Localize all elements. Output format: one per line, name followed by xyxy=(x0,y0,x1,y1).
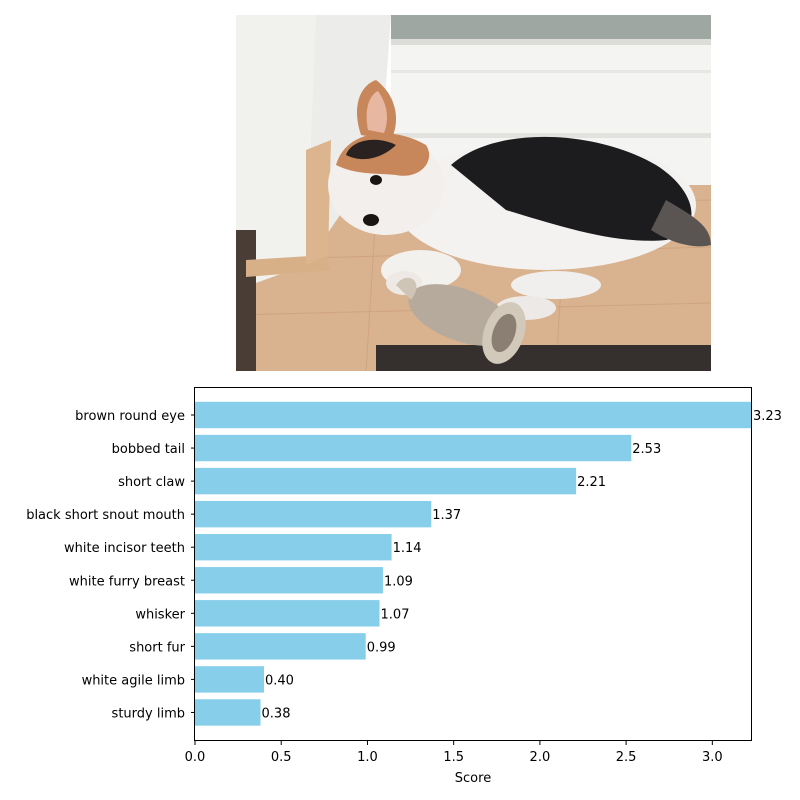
y-tick-label: sturdy limb xyxy=(112,706,185,721)
bar xyxy=(195,633,366,660)
x-tick-label: 2.0 xyxy=(530,750,551,765)
x-tick-label: 0.0 xyxy=(185,750,206,765)
bar xyxy=(195,567,383,594)
y-tick-label: bobbed tail xyxy=(112,442,185,457)
bar xyxy=(195,699,261,726)
plot-frame xyxy=(194,387,752,741)
x-tick-label: 3.0 xyxy=(702,750,723,765)
x-tick-label: 0.5 xyxy=(271,750,292,765)
bar xyxy=(195,467,577,495)
data-label: 1.07 xyxy=(381,607,410,622)
data-label: 0.38 xyxy=(262,706,291,721)
puppy-photo xyxy=(236,15,711,371)
bar xyxy=(195,666,264,693)
x-tick-label: 2.5 xyxy=(616,750,637,765)
bar xyxy=(195,401,752,429)
bar xyxy=(195,534,392,561)
bar xyxy=(195,600,380,627)
y-tick-label: white furry breast xyxy=(69,574,185,589)
y-tick-label: whisker xyxy=(135,607,185,622)
y-tick-label: white agile limb xyxy=(82,673,185,688)
bar xyxy=(195,500,432,528)
y-tick-label: short claw xyxy=(118,475,185,490)
bar xyxy=(195,434,632,462)
data-label: 1.14 xyxy=(393,541,422,556)
data-label: 1.09 xyxy=(384,574,413,589)
data-label: 3.23 xyxy=(753,409,782,424)
y-tick-label: black short snout mouth xyxy=(26,508,185,523)
y-tick-label: brown round eye xyxy=(75,409,185,424)
y-tick-label: short fur xyxy=(129,640,185,655)
y-tick-label: white incisor teeth xyxy=(64,541,185,556)
data-label: 1.37 xyxy=(432,508,461,523)
x-tick-label: 1.0 xyxy=(357,750,378,765)
data-label: 0.99 xyxy=(367,640,396,655)
x-tick-label: 1.5 xyxy=(443,750,464,765)
data-label: 2.21 xyxy=(577,475,606,490)
data-label: 0.40 xyxy=(265,673,294,688)
x-axis-title: Score xyxy=(455,771,491,786)
data-label: 2.53 xyxy=(632,442,661,457)
